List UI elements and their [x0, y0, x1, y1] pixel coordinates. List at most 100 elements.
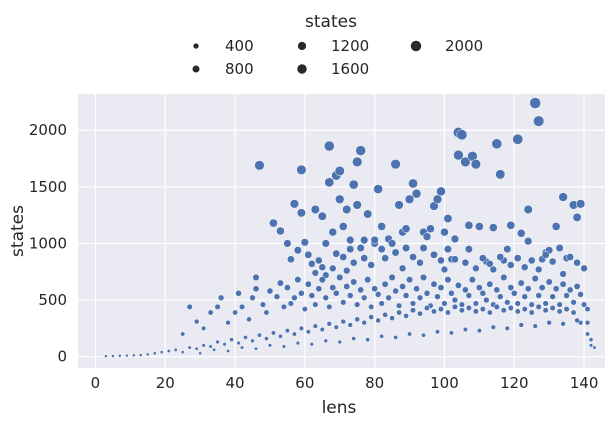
data-point [496, 253, 505, 261]
data-point [560, 321, 566, 327]
data-point [445, 309, 451, 316]
data-point [407, 331, 412, 337]
data-point [451, 296, 459, 304]
legend-marker [297, 41, 307, 51]
data-point [381, 280, 389, 288]
data-point [472, 264, 480, 273]
data-point [572, 212, 582, 222]
data-point [276, 226, 285, 236]
data-point [270, 330, 276, 336]
data-point [354, 316, 360, 323]
data-point [125, 353, 129, 358]
data-point [402, 243, 411, 252]
data-point [346, 235, 355, 245]
data-point [549, 304, 556, 311]
data-point [462, 326, 468, 333]
data-point [159, 350, 164, 355]
data-point [340, 318, 346, 325]
data-point [493, 286, 501, 294]
legend: states 400 800 1200 1600 2000 [192, 12, 483, 78]
data-point [367, 261, 375, 269]
data-point [489, 265, 498, 274]
data-point [296, 164, 307, 175]
x-tick-labels: 0 20 40 60 80 100 120 140 [91, 374, 599, 392]
data-point [324, 177, 335, 188]
data-point [368, 314, 374, 320]
data-point [431, 308, 437, 315]
data-point [512, 133, 524, 145]
data-point [381, 254, 390, 263]
data-point [472, 308, 479, 315]
data-point [232, 309, 238, 316]
data-point [350, 278, 358, 286]
data-point [364, 276, 372, 284]
data-point [293, 246, 302, 255]
data-point [173, 347, 178, 352]
x-tick-label: 120 [500, 374, 529, 392]
data-point [468, 276, 476, 284]
data-point [437, 306, 444, 313]
data-point [455, 281, 462, 289]
data-point [284, 328, 290, 334]
data-point [566, 286, 574, 294]
data-point [437, 256, 445, 265]
data-point [291, 331, 297, 337]
data-point [486, 260, 494, 268]
x-tick-label: 20 [156, 374, 175, 392]
data-point [521, 306, 528, 313]
data-point [483, 296, 490, 304]
data-point [461, 258, 470, 267]
data-point [394, 200, 404, 210]
data-point [592, 345, 597, 350]
data-point [388, 239, 397, 248]
data-point [342, 204, 352, 215]
data-point [323, 338, 329, 344]
data-point [404, 194, 415, 204]
data-point [180, 350, 185, 355]
data-point [436, 186, 446, 197]
data-point [546, 320, 552, 326]
data-point [356, 243, 365, 252]
data-point [504, 325, 510, 331]
data-point [332, 249, 341, 258]
data-point [580, 264, 588, 273]
data-point [298, 325, 304, 331]
data-point [410, 307, 417, 314]
data-point [514, 308, 521, 315]
data-point [349, 258, 358, 267]
data-point [304, 250, 313, 259]
data-point [304, 280, 312, 288]
data-point [301, 306, 308, 313]
data-point [322, 294, 329, 301]
data-point [280, 303, 287, 310]
data-point [424, 304, 431, 311]
data-point [246, 316, 252, 323]
data-point [266, 287, 274, 295]
data-point [314, 256, 323, 265]
data-point [542, 307, 549, 314]
data-point [393, 335, 398, 340]
data-point [426, 224, 435, 234]
data-point [198, 351, 202, 356]
data-point [283, 239, 292, 248]
data-point [419, 273, 428, 281]
data-point [222, 342, 227, 347]
data-point [507, 284, 515, 291]
data-point [326, 321, 332, 327]
data-point [207, 309, 214, 316]
data-point [451, 255, 459, 264]
x-axis-title: lens [322, 398, 357, 418]
data-point [584, 306, 591, 313]
data-point [432, 194, 443, 204]
data-point [337, 339, 342, 345]
data-point [453, 149, 464, 161]
data-point [444, 276, 452, 284]
data-point [361, 320, 367, 326]
data-point [503, 245, 512, 254]
data-point [563, 292, 570, 299]
x-tick-label: 80 [365, 374, 384, 392]
data-point [559, 270, 567, 278]
data-point [385, 294, 392, 301]
data-point [321, 239, 330, 248]
